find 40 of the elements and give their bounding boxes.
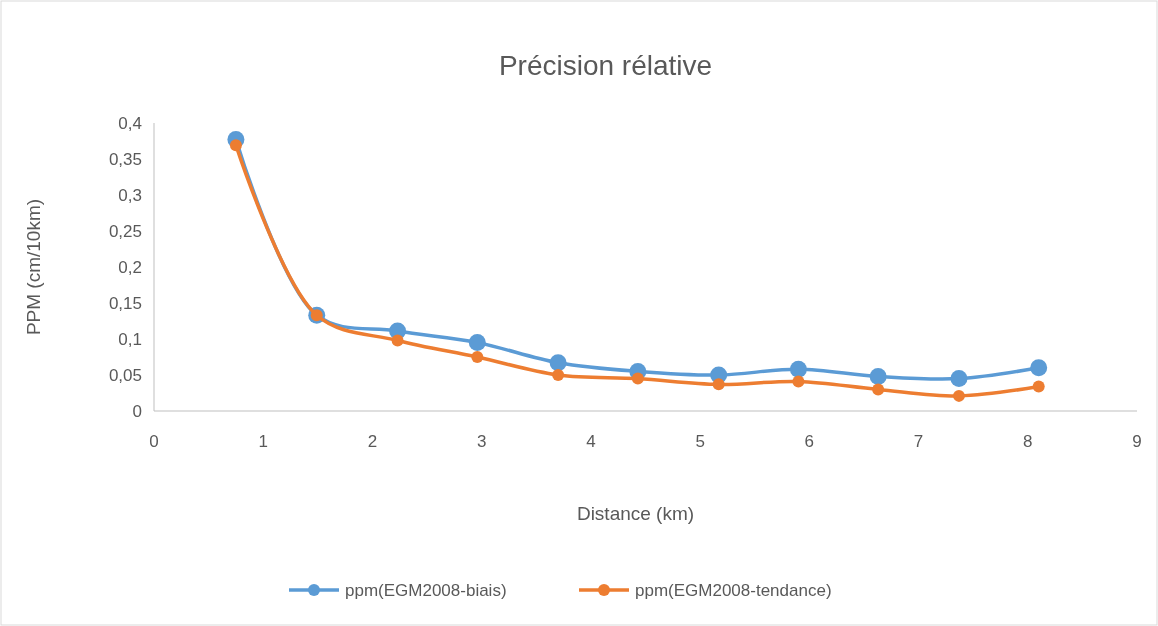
y-tick-label: 0 <box>132 401 142 421</box>
point <box>229 139 242 152</box>
point <box>869 367 887 385</box>
y-tick-label: 0,2 <box>118 257 142 277</box>
x-tick-label: 5 <box>695 432 705 451</box>
x-tick-label: 8 <box>1023 432 1033 451</box>
point <box>549 354 567 372</box>
y-axis-title: PPM (cm/10km) <box>23 198 44 336</box>
x-tick-label: 1 <box>258 432 268 451</box>
x-tick-label: 2 <box>367 432 378 451</box>
point <box>391 334 404 347</box>
y-tick-label: 0,1 <box>118 329 142 349</box>
point <box>792 375 805 388</box>
x-tick-label: 9 <box>1132 432 1142 451</box>
legend-label: ppm(EGM2008-biais) <box>345 580 507 600</box>
legend-label: ppm(EGM2008-tendance) <box>635 580 832 600</box>
x-tick-label: 0 <box>149 432 159 451</box>
point <box>631 372 644 385</box>
y-tick-label: 0,35 <box>108 149 142 169</box>
y-tick-label: 0,15 <box>108 293 142 313</box>
chart-title: Précision rélative <box>498 50 713 81</box>
point <box>952 389 965 402</box>
point <box>468 334 486 352</box>
x-tick-label: 3 <box>476 432 487 451</box>
x-tick-label: 6 <box>804 432 815 451</box>
point <box>789 360 807 378</box>
point <box>1030 359 1048 377</box>
point <box>950 370 968 388</box>
x-tick-label: 4 <box>586 432 596 451</box>
y-tick-label: 0,05 <box>108 365 142 385</box>
point <box>552 369 565 381</box>
y-tick-label: 0,4 <box>118 113 142 133</box>
point <box>712 378 725 391</box>
y-tick-label: 0,3 <box>118 185 142 205</box>
x-tick-label: 7 <box>913 432 924 451</box>
point <box>872 383 885 396</box>
y-tick-label: 0,25 <box>108 221 142 241</box>
x-axis-title: Distance (km) <box>576 503 695 524</box>
point <box>1032 380 1045 393</box>
point <box>471 351 484 363</box>
